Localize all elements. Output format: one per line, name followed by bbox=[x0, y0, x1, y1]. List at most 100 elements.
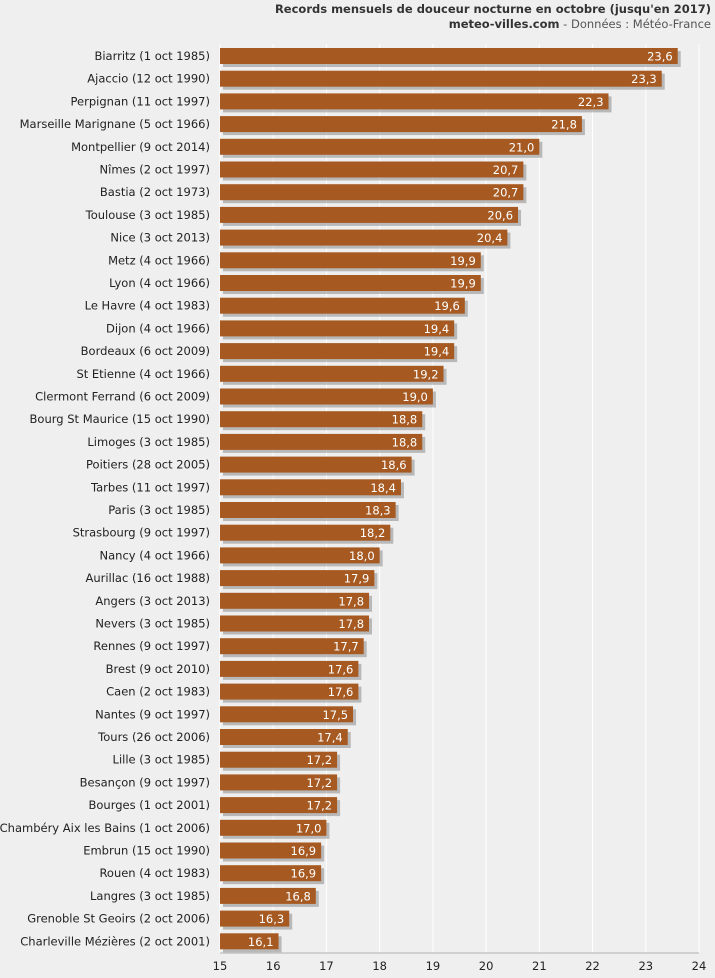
value-label: 19,4 bbox=[424, 322, 450, 336]
value-label: 20,7 bbox=[493, 186, 519, 200]
category-label: Tours (26 oct 2006) bbox=[97, 730, 210, 744]
data-source: - Données : Météo-France bbox=[559, 17, 711, 31]
value-label: 16,1 bbox=[248, 935, 274, 949]
category-label: Chambéry Aix les Bains (1 oct 2006) bbox=[0, 821, 210, 835]
value-label: 17,2 bbox=[306, 776, 332, 790]
category-label: Strasbourg (9 oct 1997) bbox=[73, 526, 210, 540]
x-tick-label: 18 bbox=[372, 959, 387, 973]
value-label: 17,7 bbox=[333, 640, 359, 654]
value-label: 19,6 bbox=[434, 299, 460, 313]
chart-title: Records mensuels de douceur nocturne en … bbox=[274, 2, 711, 16]
bar[interactable] bbox=[220, 751, 338, 768]
bar[interactable] bbox=[220, 388, 433, 405]
value-label: 18,2 bbox=[360, 526, 386, 540]
category-label: Rennes (9 oct 1997) bbox=[93, 639, 210, 653]
bar[interactable] bbox=[220, 615, 370, 632]
category-label: Besançon (9 oct 1997) bbox=[80, 775, 210, 789]
category-label: Le Havre (4 oct 1983) bbox=[85, 299, 210, 313]
x-tick-label: 15 bbox=[213, 959, 228, 973]
bar[interactable] bbox=[220, 184, 524, 201]
value-label: 16,9 bbox=[291, 867, 317, 881]
value-label: 17,4 bbox=[317, 731, 343, 745]
category-label: Embrun (15 oct 1990) bbox=[83, 844, 210, 858]
bar[interactable] bbox=[220, 161, 524, 178]
bar[interactable] bbox=[220, 638, 364, 655]
bar[interactable] bbox=[220, 138, 540, 155]
x-tick-label: 17 bbox=[319, 959, 334, 973]
bar[interactable] bbox=[220, 320, 455, 337]
value-label: 18,8 bbox=[392, 435, 418, 449]
bar[interactable] bbox=[220, 592, 370, 609]
bar[interactable] bbox=[220, 206, 519, 223]
bar[interactable] bbox=[220, 524, 391, 541]
category-label: Paris (3 oct 1985) bbox=[108, 503, 210, 517]
x-tick-label: 24 bbox=[692, 959, 707, 973]
x-tick-label: 23 bbox=[638, 959, 653, 973]
category-label: Bourg St Maurice (15 oct 1990) bbox=[30, 412, 210, 426]
value-label: 17,8 bbox=[338, 594, 364, 608]
bar[interactable] bbox=[220, 433, 423, 450]
value-label: 16,8 bbox=[285, 889, 311, 903]
category-label: Ajaccio (12 oct 1990) bbox=[87, 72, 210, 86]
category-label: Perpignan (11 oct 1997) bbox=[71, 94, 210, 108]
category-label: St Etienne (4 oct 1966) bbox=[76, 367, 210, 381]
bar[interactable] bbox=[220, 660, 359, 677]
value-label: 17,6 bbox=[328, 685, 354, 699]
value-label: 22,3 bbox=[578, 95, 604, 109]
bar[interactable] bbox=[220, 887, 316, 904]
category-label: Metz (4 oct 1966) bbox=[108, 253, 210, 267]
bar[interactable] bbox=[220, 729, 348, 745]
bar[interactable] bbox=[220, 252, 481, 269]
value-label: 21,0 bbox=[509, 140, 535, 154]
value-label: 18,0 bbox=[349, 549, 375, 563]
bar[interactable] bbox=[220, 48, 678, 64]
bar[interactable] bbox=[220, 365, 444, 382]
bar[interactable] bbox=[220, 456, 412, 473]
site-link[interactable]: meteo-villes.com bbox=[448, 17, 560, 31]
category-label: Toulouse (3 oct 1985) bbox=[85, 208, 210, 222]
bar[interactable] bbox=[220, 343, 455, 360]
bar[interactable] bbox=[220, 116, 582, 133]
bar[interactable] bbox=[220, 297, 465, 314]
value-label: 21,8 bbox=[551, 118, 577, 132]
x-tick-label: 21 bbox=[532, 959, 547, 973]
bar[interactable] bbox=[220, 570, 375, 587]
value-label: 20,7 bbox=[493, 163, 519, 177]
category-label: Aurillac (16 oct 1988) bbox=[85, 571, 210, 585]
value-label: 16,3 bbox=[259, 912, 285, 926]
bar[interactable] bbox=[220, 819, 327, 836]
category-label: Grenoble St Geoirs (2 oct 2006) bbox=[27, 912, 210, 926]
value-label: 17,2 bbox=[306, 799, 332, 813]
bar[interactable] bbox=[220, 910, 290, 927]
bar[interactable] bbox=[220, 479, 401, 496]
bar[interactable] bbox=[220, 865, 322, 882]
bar[interactable] bbox=[220, 70, 662, 87]
category-label: Poitiers (28 oct 2005) bbox=[86, 458, 210, 472]
value-label: 20,6 bbox=[487, 208, 513, 222]
category-label: Nevers (3 oct 1985) bbox=[95, 617, 210, 631]
value-label: 19,4 bbox=[424, 345, 450, 359]
category-label: Lille (3 oct 1985) bbox=[113, 753, 210, 767]
category-label: Montpellier (9 oct 2014) bbox=[71, 140, 210, 154]
value-label: 19,9 bbox=[450, 277, 476, 291]
category-label: Marseille Marignane (5 oct 1966) bbox=[20, 117, 210, 131]
category-label: Biarritz (1 oct 1985) bbox=[94, 49, 210, 63]
category-label: Limoges (3 oct 1985) bbox=[87, 435, 210, 449]
bar[interactable] bbox=[220, 774, 338, 791]
x-tick-label: 22 bbox=[585, 959, 600, 973]
category-label: Lyon (4 oct 1966) bbox=[109, 276, 210, 290]
bar[interactable] bbox=[220, 706, 354, 723]
bar[interactable] bbox=[220, 933, 279, 950]
value-label: 17,5 bbox=[322, 708, 348, 722]
bar[interactable] bbox=[220, 93, 609, 110]
bar[interactable] bbox=[220, 547, 380, 564]
bar[interactable] bbox=[220, 411, 423, 428]
value-label: 23,3 bbox=[631, 72, 657, 86]
bar[interactable] bbox=[220, 275, 481, 291]
bar[interactable] bbox=[220, 842, 322, 859]
bar[interactable] bbox=[220, 797, 338, 814]
bar[interactable] bbox=[220, 683, 359, 700]
bar[interactable] bbox=[220, 229, 508, 246]
bar[interactable] bbox=[220, 502, 396, 518]
